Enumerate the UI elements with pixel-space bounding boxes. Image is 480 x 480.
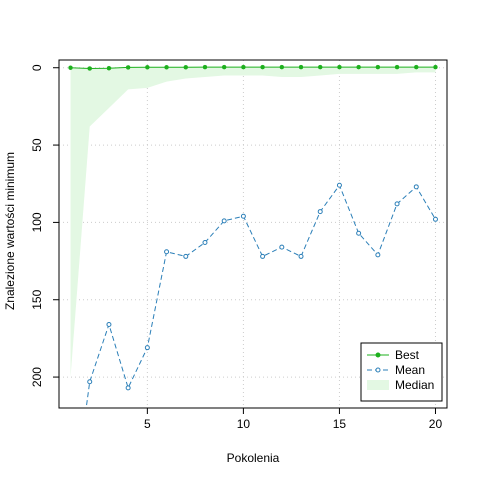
legend-swatch-median <box>367 380 389 390</box>
mean-point <box>356 230 362 236</box>
best-point <box>317 64 323 70</box>
best-point <box>68 65 73 70</box>
best-point <box>298 64 304 70</box>
legend-marker-best <box>375 352 381 358</box>
mean-point <box>106 321 112 327</box>
best-point <box>414 64 419 70</box>
best-point <box>394 64 400 70</box>
y-tick-label: 50 <box>30 138 44 152</box>
y-axis-label: Znalezione wartości minimum <box>3 152 17 310</box>
mean-point <box>221 218 227 224</box>
mean-point <box>260 253 266 259</box>
best-point <box>164 65 169 70</box>
best-point <box>221 64 227 70</box>
legend-marker-mean <box>375 367 381 373</box>
mean-point <box>413 184 419 190</box>
mean-point <box>164 249 170 255</box>
x-tick-label: 5 <box>144 417 151 431</box>
y-tick-label: 0 <box>30 64 44 71</box>
legend-label-mean: Mean <box>395 363 425 377</box>
best-point <box>87 66 92 71</box>
y-tick-label: 150 <box>30 289 44 309</box>
legend-box <box>360 342 443 402</box>
legend-label-median: Median <box>395 378 434 392</box>
legend-label-best: Best <box>395 348 420 362</box>
y-tick-label: 200 <box>30 367 44 387</box>
best-point <box>260 64 265 70</box>
series-best-line <box>70 66 436 70</box>
y-tick-label: 100 <box>30 212 44 232</box>
x-tick-label: 15 <box>333 417 347 431</box>
plot-frame <box>58 59 448 409</box>
mean-point <box>279 244 285 250</box>
x-tick-label: 10 <box>237 417 251 431</box>
mean-point <box>317 209 323 215</box>
best-point <box>375 64 381 70</box>
best-point <box>106 65 112 71</box>
best-point <box>279 64 285 70</box>
best-point <box>356 64 361 70</box>
mean-point <box>183 253 189 259</box>
mean-point <box>125 385 131 391</box>
mean-point <box>87 379 93 385</box>
mean-point <box>336 182 342 188</box>
best-point <box>337 64 342 70</box>
mean-point <box>202 240 208 246</box>
mean-point <box>298 253 304 259</box>
x-axis-label: Pokolenia <box>227 451 280 465</box>
mean-point <box>240 213 246 219</box>
mean-point <box>144 345 150 351</box>
best-point <box>183 65 189 70</box>
best-point <box>125 65 131 70</box>
best-point <box>202 64 208 70</box>
series-layer <box>68 64 438 408</box>
best-point <box>145 65 150 70</box>
series-median-band <box>70 67 436 378</box>
best-point <box>241 64 246 70</box>
best-point <box>433 64 438 70</box>
x-tick-label: 20 <box>429 417 443 431</box>
mean-point <box>375 252 381 258</box>
mean-point <box>394 201 400 207</box>
mean-point <box>432 216 438 222</box>
